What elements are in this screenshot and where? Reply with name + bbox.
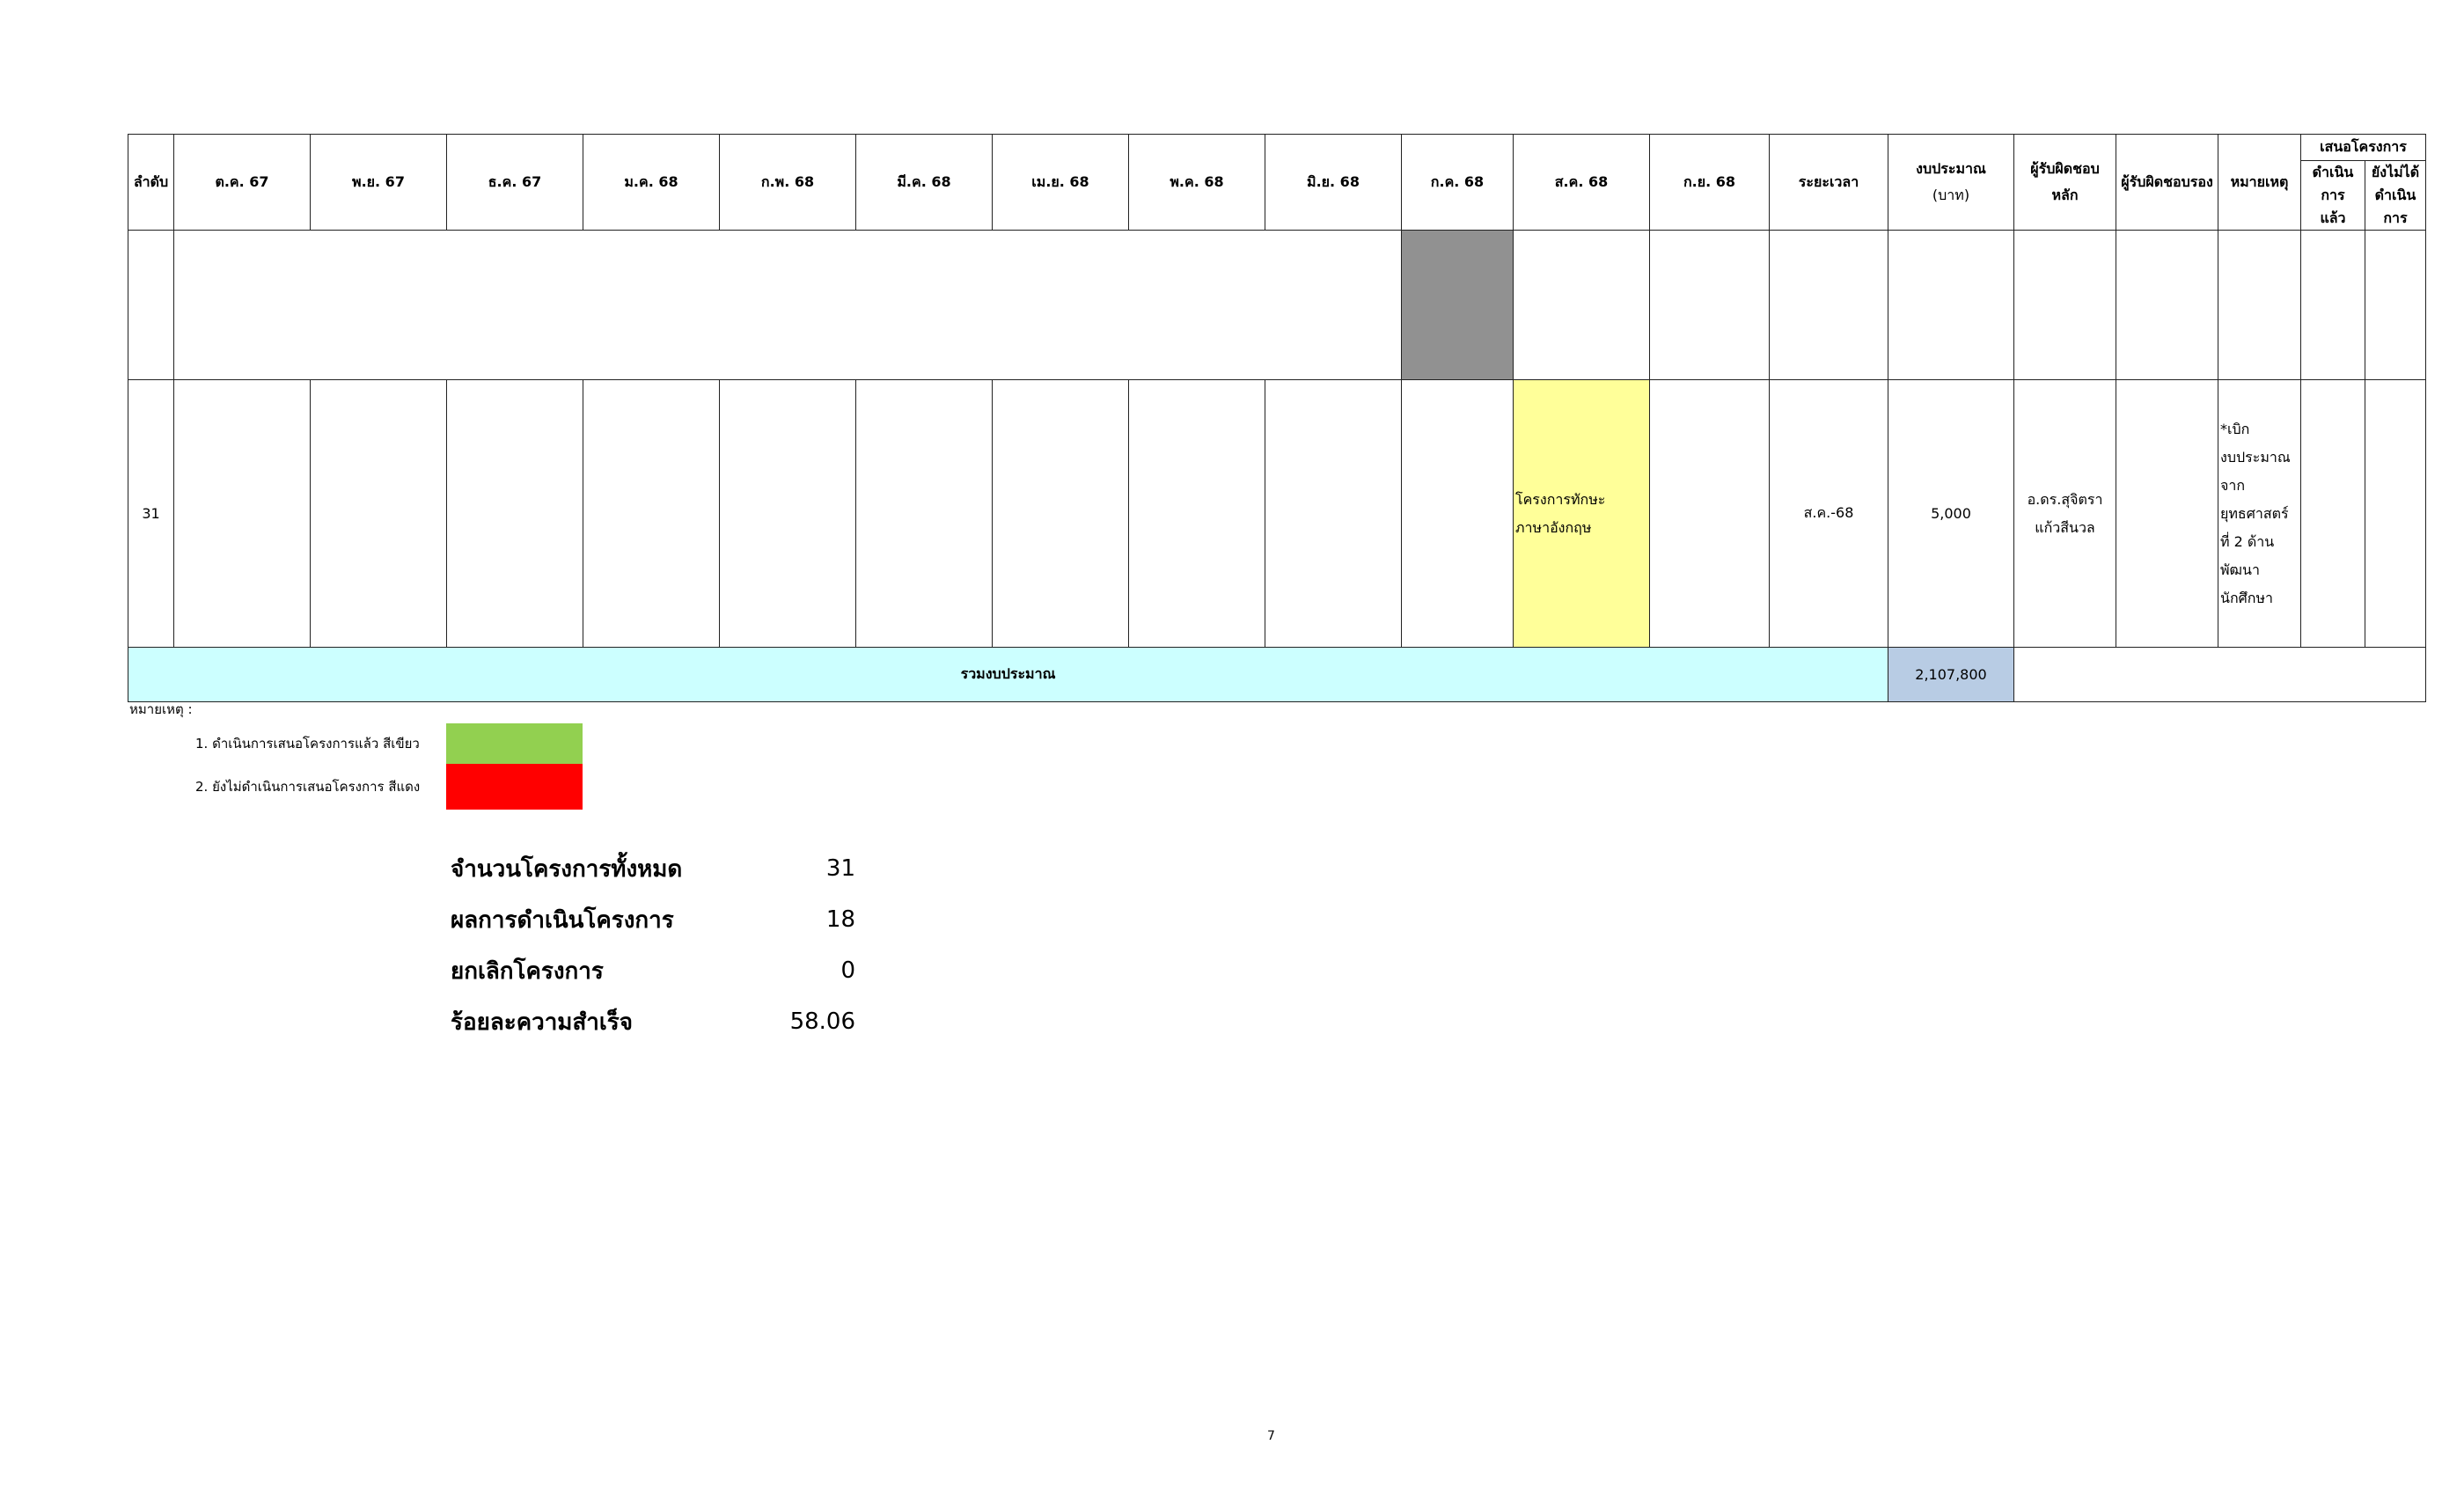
cell-month-jan68 xyxy=(583,379,720,648)
cell-proposal-done-empty xyxy=(2300,230,2365,380)
cell-secondary-resp-empty xyxy=(2116,230,2218,380)
cell-remark-empty xyxy=(2218,230,2301,380)
cell-proposal-not-done-empty xyxy=(2365,230,2426,380)
header-proposal-not-done-line2: ดำเนินการ xyxy=(2374,187,2416,226)
header-secondary-responsible: ผู้รับผิดชอบรอง xyxy=(2116,134,2218,231)
cell-month-jun68 xyxy=(1265,379,1402,648)
remark-line: ที่ 2 ด้าน xyxy=(2220,532,2275,550)
summary-success-value: 58.06 xyxy=(789,1008,855,1035)
header-main-responsible-line1: ผู้รับผิดชอบ xyxy=(2030,160,2100,177)
header-proposal-not-done-line1: ยังไม่ได้ xyxy=(2371,164,2420,180)
cell-main-resp-empty xyxy=(2013,230,2116,380)
header-proposal-done-line1: ดำเนินการ xyxy=(2312,164,2354,203)
table-row xyxy=(128,230,2426,380)
cell-month-sep68 xyxy=(1649,379,1770,648)
cell-jul68-shaded xyxy=(1401,230,1514,380)
header-month-nov67: พ.ย. 67 xyxy=(310,134,447,231)
summary-row-total: จำนวนโครงการทั้งหมด 31 xyxy=(451,843,855,894)
total-row: รวมงบประมาณ 2,107,800 xyxy=(128,647,2426,702)
summary-row-cancelled: ยกเลิกโครงการ 0 xyxy=(451,945,855,996)
header-duration: ระยะเวลา xyxy=(1769,134,1888,231)
legend-item-red: 2. ยังไม่ดำเนินการเสนอโครงการ สีแดง xyxy=(195,779,421,795)
remark-line: ยุทธศาสตร์ xyxy=(2220,504,2289,522)
remark-line: งบประมาณ xyxy=(2220,448,2291,466)
legend-item-green: 1. ดำเนินการเสนอโครงการแล้ว สีเขียว xyxy=(195,736,420,752)
main-responsible-line2: แก้วสีนวล xyxy=(2035,518,2095,536)
header-month-mar68: มี.ค. 68 xyxy=(855,134,993,231)
cell-month-may68 xyxy=(1128,379,1265,648)
header-proposal-done: ดำเนินการ แล้ว xyxy=(2300,160,2365,231)
header-month-aug68: ส.ค. 68 xyxy=(1513,134,1650,231)
header-proposal-not-done: ยังไม่ได้ ดำเนินการ xyxy=(2365,160,2426,231)
cell-month-mar68 xyxy=(855,379,993,648)
header-proposal-group: เสนอโครงการ xyxy=(2300,134,2426,161)
summary-cancelled-label: ยกเลิกโครงการ xyxy=(451,957,604,985)
cell-seq-empty xyxy=(128,230,174,380)
cell-duration: ส.ค.-68 xyxy=(1769,379,1888,648)
cell-month-apr68 xyxy=(992,379,1129,648)
remark-line: นักศึกษา xyxy=(2220,589,2273,606)
cell-main-responsible: อ.ดร.สุจิตรา แก้วสีนวล xyxy=(2013,379,2116,648)
cell-project-name: โครงการทักษะ ภาษาอังกฤษ xyxy=(1513,379,1650,648)
cell-secondary-responsible xyxy=(2116,379,2218,648)
header-month-apr68: เม.ย. 68 xyxy=(992,134,1129,231)
cell-budget-empty xyxy=(1888,230,2014,380)
summary-success-label: ร้อยละความสำเร็จ xyxy=(451,1008,633,1036)
project-name-line1: โครงการทักษะ xyxy=(1515,490,1606,508)
cell-month-jul68 xyxy=(1401,379,1514,648)
legend-swatch-green xyxy=(446,723,583,764)
table-row: 31 โครงการทักษะ ภาษาอังกฤษ ส.ค.-68 5,000… xyxy=(128,379,2426,648)
project-name-line2: ภาษาอังกฤษ xyxy=(1515,518,1592,536)
summary-total-label: จำนวนโครงการทั้งหมด xyxy=(451,855,683,883)
header-month-jan68: ม.ค. 68 xyxy=(583,134,720,231)
header-month-may68: พ.ค. 68 xyxy=(1128,134,1265,231)
header-proposal-done-line2: แล้ว xyxy=(2320,209,2346,226)
summary-total-value: 31 xyxy=(825,855,855,882)
header-budget-line1: งบประมาณ xyxy=(1916,160,1986,177)
remark-line: พัฒนา xyxy=(2220,561,2260,578)
cell-aug68-empty xyxy=(1513,230,1650,380)
cell-month-dec67 xyxy=(446,379,583,648)
summary-cancelled-value: 0 xyxy=(840,957,855,984)
cell-seq: 31 xyxy=(128,379,174,648)
cell-proposal-not-done xyxy=(2365,379,2426,648)
header-seq: ลำดับ xyxy=(128,134,174,231)
header-month-jun68: มิ.ย. 68 xyxy=(1265,134,1402,231)
cell-duration-empty xyxy=(1769,230,1888,380)
page-number: 7 xyxy=(1267,1429,1275,1443)
summary-results-label: ผลการดำเนินโครงการ xyxy=(451,906,674,934)
summary-results-value: 18 xyxy=(825,906,855,933)
project-plan-table: ลำดับ ต.ค. 67 พ.ย. 67 ธ.ค. 67 ม.ค. 68 ก.… xyxy=(128,134,2426,702)
cell-month-nov67 xyxy=(310,379,447,648)
cell-months-merged xyxy=(173,230,1402,380)
header-main-responsible: ผู้รับผิดชอบ หลัก xyxy=(2013,134,2116,231)
project-plan-sheet: ลำดับ ต.ค. 67 พ.ย. 67 ธ.ค. 67 ม.ค. 68 ก.… xyxy=(128,134,2426,702)
header-remark: หมายเหตุ xyxy=(2218,134,2301,231)
summary-row-results: ผลการดำเนินโครงการ 18 xyxy=(451,894,855,945)
remark-line: จาก xyxy=(2220,476,2246,494)
header-month-sep68: ก.ย. 68 xyxy=(1649,134,1770,231)
header-month-dec67: ธ.ค. 67 xyxy=(446,134,583,231)
cell-month-oct67 xyxy=(173,379,311,648)
cell-sep68-empty xyxy=(1649,230,1770,380)
total-row-empty xyxy=(2013,647,2426,702)
total-value: 2,107,800 xyxy=(1888,647,2014,702)
main-responsible-line1: อ.ดร.สุจิตรา xyxy=(2027,490,2103,508)
header-month-feb68: ก.พ. 68 xyxy=(719,134,856,231)
header-main-responsible-line2: หลัก xyxy=(2051,187,2079,203)
summary-row-success: ร้อยละความสำเร็จ 58.06 xyxy=(451,996,855,1047)
legend-swatch-red xyxy=(446,764,583,810)
cell-proposal-done xyxy=(2300,379,2365,648)
cell-remark: *เบิก งบประมาณ จาก ยุทธศาสตร์ ที่ 2 ด้าน… xyxy=(2218,379,2301,648)
header-budget-line2: (บาท) xyxy=(1932,187,1970,203)
header-month-oct67: ต.ค. 67 xyxy=(173,134,311,231)
cell-budget: 5,000 xyxy=(1888,379,2014,648)
header-budget: งบประมาณ (บาท) xyxy=(1888,134,2014,231)
header-month-jul68: ก.ค. 68 xyxy=(1401,134,1514,231)
summary-block: จำนวนโครงการทั้งหมด 31 ผลการดำเนินโครงกา… xyxy=(451,843,855,1047)
legend-title: หมายเหตุ : xyxy=(129,701,193,717)
total-label: รวมงบประมาณ xyxy=(128,647,1888,702)
cell-month-feb68 xyxy=(719,379,856,648)
remark-line: *เบิก xyxy=(2220,420,2250,437)
